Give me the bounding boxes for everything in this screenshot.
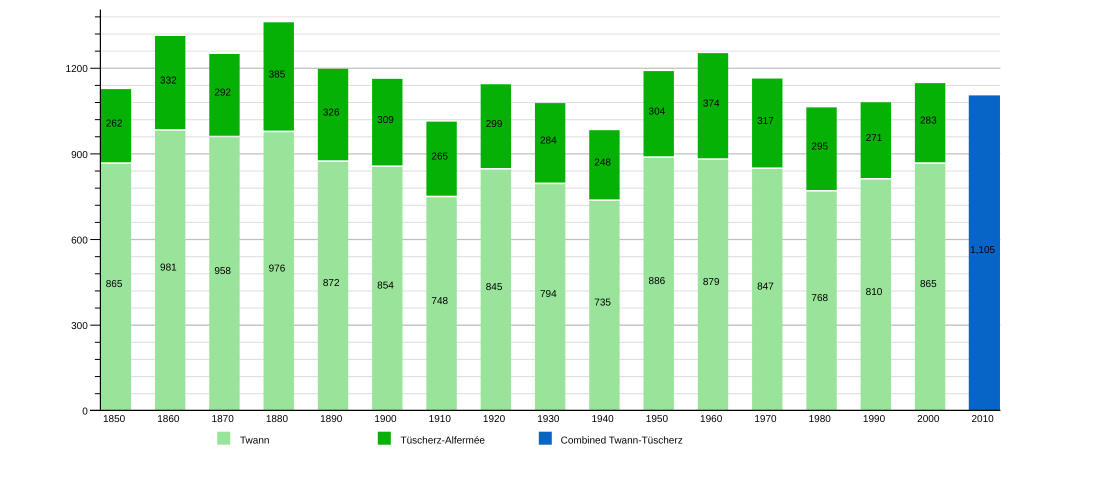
svg-text:2010: 2010 xyxy=(971,414,994,425)
svg-text:794: 794 xyxy=(540,289,557,300)
svg-text:1970: 1970 xyxy=(754,414,777,425)
svg-text:735: 735 xyxy=(594,298,611,309)
svg-text:374: 374 xyxy=(703,99,720,110)
svg-text:300: 300 xyxy=(71,321,88,332)
svg-text:1860: 1860 xyxy=(157,414,180,425)
svg-text:1910: 1910 xyxy=(429,414,452,425)
svg-text:2000: 2000 xyxy=(917,414,940,425)
svg-text:304: 304 xyxy=(649,107,666,118)
svg-text:332: 332 xyxy=(160,75,177,86)
svg-text:1890: 1890 xyxy=(320,414,343,425)
svg-text:1990: 1990 xyxy=(863,414,886,425)
svg-text:1,105: 1,105 xyxy=(970,245,995,256)
svg-text:976: 976 xyxy=(269,263,286,274)
svg-text:810: 810 xyxy=(866,287,883,298)
svg-text:271: 271 xyxy=(866,133,883,144)
svg-text:Twann: Twann xyxy=(240,436,269,447)
svg-text:295: 295 xyxy=(811,141,828,152)
svg-text:Combined Twann-Tüscherz: Combined Twann-Tüscherz xyxy=(561,436,683,447)
svg-text:284: 284 xyxy=(540,136,557,147)
svg-text:1870: 1870 xyxy=(212,414,235,425)
svg-text:283: 283 xyxy=(920,115,937,126)
svg-text:768: 768 xyxy=(811,293,828,304)
svg-text:0: 0 xyxy=(82,407,88,418)
svg-text:Tüscherz-Alfermée: Tüscherz-Alfermée xyxy=(401,436,486,447)
svg-text:748: 748 xyxy=(431,296,448,307)
svg-text:292: 292 xyxy=(214,88,231,99)
svg-text:1880: 1880 xyxy=(266,414,289,425)
svg-text:309: 309 xyxy=(377,115,394,126)
svg-text:847: 847 xyxy=(757,282,774,293)
svg-text:865: 865 xyxy=(920,279,937,290)
svg-text:865: 865 xyxy=(106,279,123,290)
svg-text:1200: 1200 xyxy=(66,64,89,75)
svg-text:1950: 1950 xyxy=(646,414,669,425)
svg-text:299: 299 xyxy=(486,119,503,130)
svg-text:326: 326 xyxy=(323,107,340,118)
svg-text:1900: 1900 xyxy=(374,414,397,425)
svg-text:1850: 1850 xyxy=(103,414,126,425)
svg-text:854: 854 xyxy=(377,281,394,292)
svg-text:981: 981 xyxy=(160,263,177,274)
svg-text:1930: 1930 xyxy=(537,414,560,425)
svg-text:879: 879 xyxy=(703,277,720,288)
svg-text:600: 600 xyxy=(71,235,88,246)
svg-text:900: 900 xyxy=(71,150,88,161)
svg-text:385: 385 xyxy=(269,69,286,80)
svg-text:958: 958 xyxy=(214,266,231,277)
svg-text:262: 262 xyxy=(106,118,123,129)
svg-text:1940: 1940 xyxy=(591,414,614,425)
svg-text:886: 886 xyxy=(649,276,666,287)
svg-text:317: 317 xyxy=(757,116,774,127)
svg-text:265: 265 xyxy=(431,151,448,162)
svg-text:1920: 1920 xyxy=(483,414,506,425)
svg-text:872: 872 xyxy=(323,278,340,289)
svg-text:1980: 1980 xyxy=(809,414,832,425)
svg-text:845: 845 xyxy=(486,282,503,293)
svg-text:1960: 1960 xyxy=(700,414,723,425)
svg-text:248: 248 xyxy=(594,158,611,169)
